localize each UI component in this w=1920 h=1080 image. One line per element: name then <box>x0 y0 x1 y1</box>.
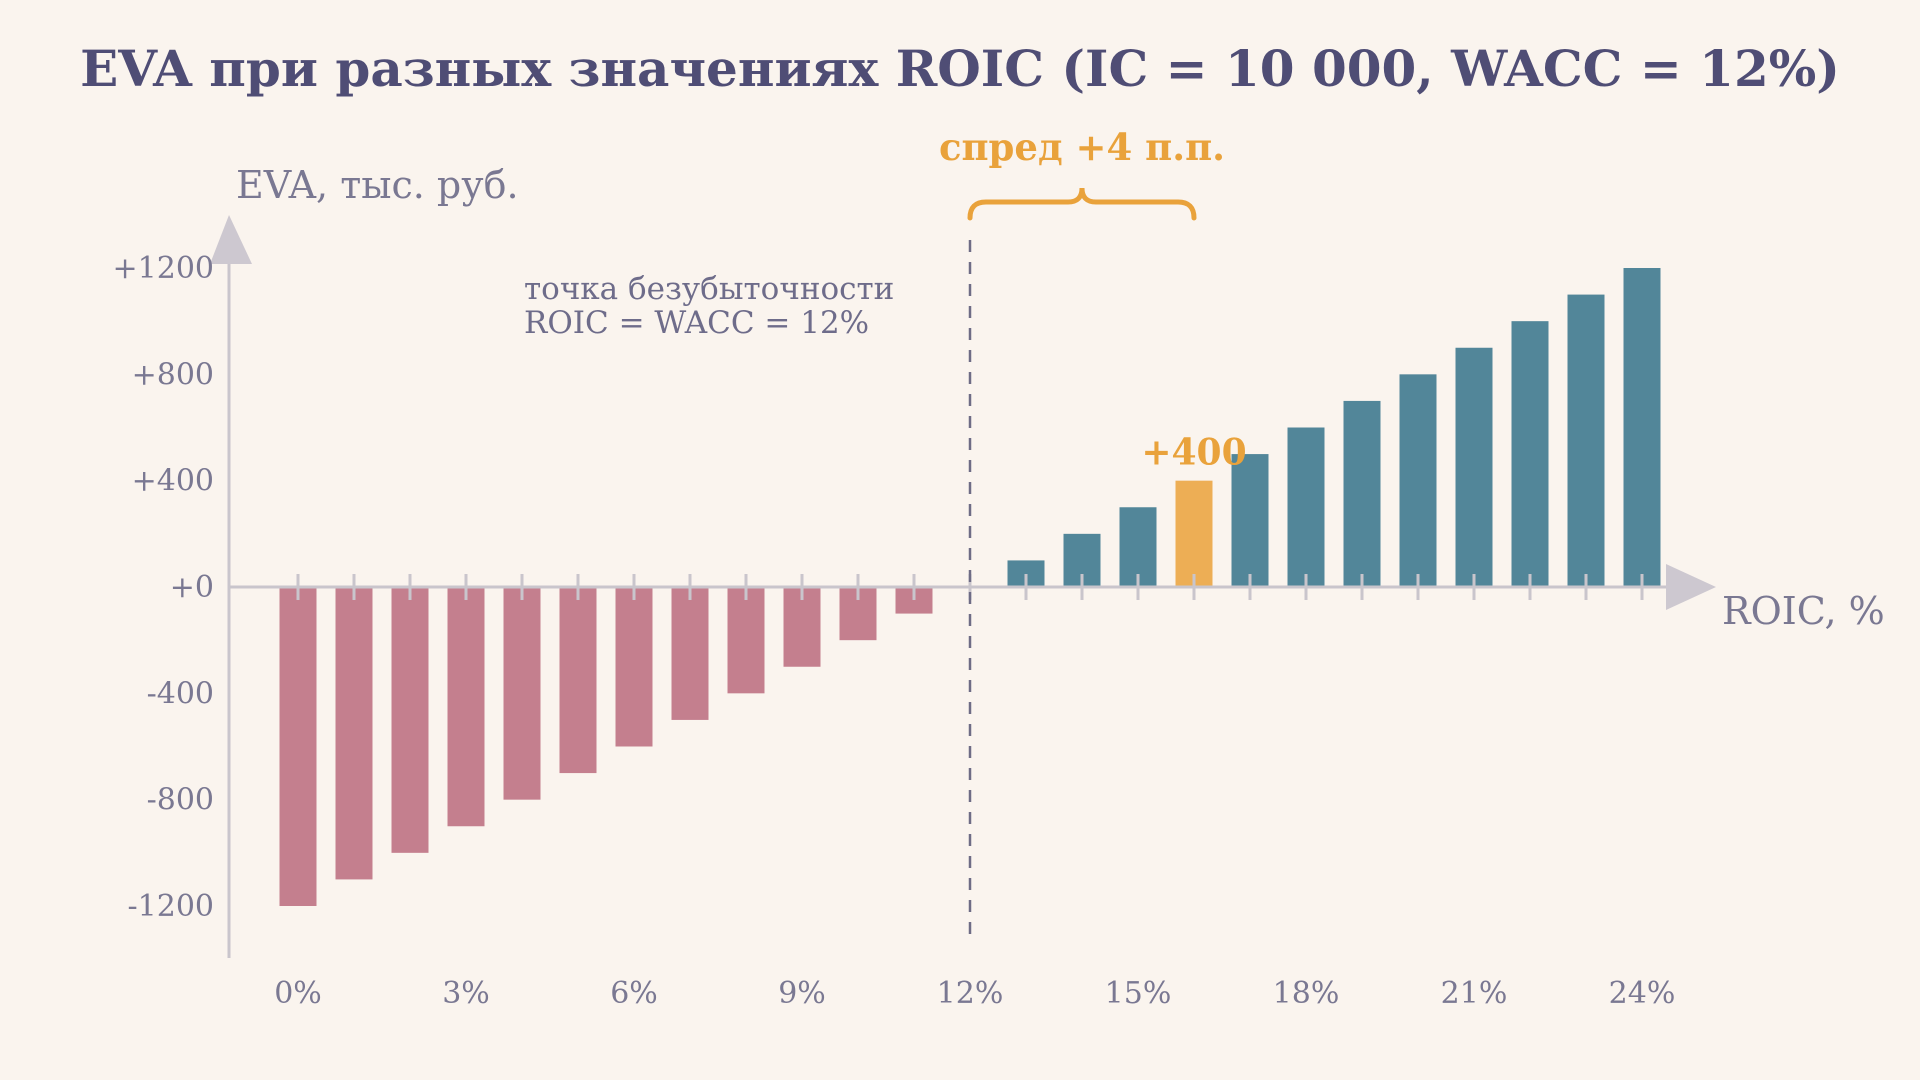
bar-roic-8 <box>727 587 765 694</box>
bar-roic-7 <box>671 587 709 720</box>
y-tick-label: -400 <box>147 676 214 711</box>
x-axis-arrow-icon <box>1666 564 1716 610</box>
breakeven-label-line2: ROIC = WACC = 12% <box>524 305 869 341</box>
x-tick-label: 12% <box>937 976 1004 1011</box>
y-tick-label: -800 <box>147 783 214 818</box>
bar-roic-4 <box>503 587 541 800</box>
y-tick-label: -1200 <box>128 889 214 924</box>
x-ticks-group: 0% 3% 6% 9% 12% 15% 18% 21% 24% <box>274 976 1675 1011</box>
y-axis-label: EVA, тыс. руб. <box>236 163 519 207</box>
bar-roic-16 <box>1175 480 1213 587</box>
bar-roic-24 <box>1623 268 1661 587</box>
y-tick-label: +1200 <box>113 251 214 286</box>
chart-title: EVA при разных значениях ROIC (IC = 10 0… <box>80 39 1840 98</box>
bar-roic-9 <box>783 587 821 667</box>
x-tick-marks <box>296 574 1644 600</box>
highlight-value-label: +400 <box>1141 432 1246 474</box>
y-tick-label: +800 <box>132 357 214 392</box>
x-axis-label: ROIC, % <box>1722 589 1885 633</box>
x-tick-label: 3% <box>442 976 490 1011</box>
bars-group <box>279 268 1661 906</box>
spread-brace-icon <box>967 187 1197 221</box>
bar-roic-0 <box>279 587 317 906</box>
bar-roic-20 <box>1399 374 1437 587</box>
bar-roic-5 <box>559 587 597 774</box>
bar-roic-17 <box>1231 454 1269 587</box>
y-tick-label: +400 <box>132 464 214 499</box>
bar-roic-18 <box>1287 427 1325 587</box>
spread-label: спред +4 п.п. <box>939 125 1225 169</box>
x-tick-label: 0% <box>274 976 322 1011</box>
x-tick-label: 15% <box>1105 976 1172 1011</box>
y-tick-label: +0 <box>170 570 214 605</box>
x-tick-label: 6% <box>610 976 658 1011</box>
y-ticks-group: +1200 +800 +400 +0 -400 -800 -1200 <box>113 251 214 924</box>
bar-roic-2 <box>391 587 429 853</box>
bar-roic-23 <box>1567 294 1605 587</box>
bar-roic-22 <box>1511 321 1549 587</box>
bar-roic-3 <box>447 587 485 827</box>
bar-roic-6 <box>615 587 653 747</box>
bar-roic-21 <box>1455 347 1493 587</box>
x-tick-label: 18% <box>1273 976 1340 1011</box>
bar-roic-1 <box>335 587 373 880</box>
x-tick-label: 9% <box>778 976 826 1011</box>
bar-roic-19 <box>1343 400 1381 587</box>
x-tick-label: 24% <box>1609 976 1676 1011</box>
axes-group <box>210 215 1716 958</box>
x-tick-label: 21% <box>1441 976 1508 1011</box>
y-axis-arrow-icon <box>210 215 252 264</box>
bar-roic-15 <box>1119 507 1157 587</box>
breakeven-label-line1: точка безубыточности <box>524 271 894 307</box>
